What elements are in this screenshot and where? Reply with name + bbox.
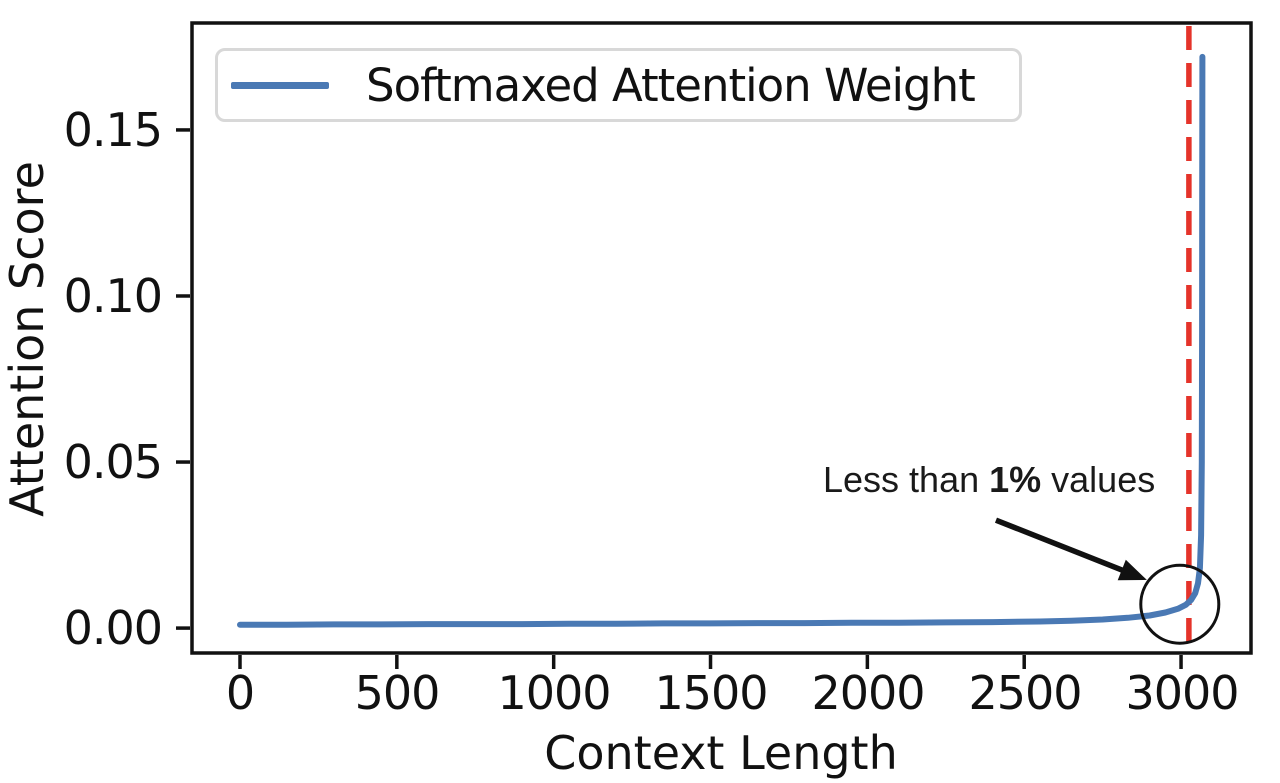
x-tick-label: 3000 xyxy=(1125,666,1239,720)
annotation-arrow-head xyxy=(1117,559,1147,581)
annotation-arrow-shaft xyxy=(994,517,1127,575)
legend-line-sample xyxy=(231,81,329,89)
legend: Softmaxed Attention Weight xyxy=(215,48,1022,122)
annotation-less-than-1pct: Less than 1% values xyxy=(823,459,1155,501)
x-tick-label: 2000 xyxy=(811,666,925,720)
elbow-circle xyxy=(1139,563,1221,645)
annotation-text-prefix: Less than xyxy=(823,459,990,500)
legend-entry-label: Softmaxed Attention Weight xyxy=(366,58,976,112)
annotation-text-suffix: values xyxy=(1041,459,1156,500)
x-tick-label: 500 xyxy=(354,666,441,720)
y-tick-label: 0.10 xyxy=(63,269,163,323)
x-tick-label: 0 xyxy=(225,666,255,720)
y-tick-label: 0.15 xyxy=(63,103,163,157)
annotation-text-bold: 1% xyxy=(989,459,1042,500)
x-tick-label: 1500 xyxy=(654,666,768,720)
x-axis-title: Context Length xyxy=(544,726,898,780)
attention-weight-line xyxy=(237,53,1206,628)
x-tick-label: 1000 xyxy=(497,666,611,720)
axes-frame xyxy=(190,21,1253,655)
y-tick-label: 0.00 xyxy=(63,601,163,655)
x-tick-label: 2500 xyxy=(968,666,1082,720)
y-tick-label: 0.05 xyxy=(63,435,163,489)
